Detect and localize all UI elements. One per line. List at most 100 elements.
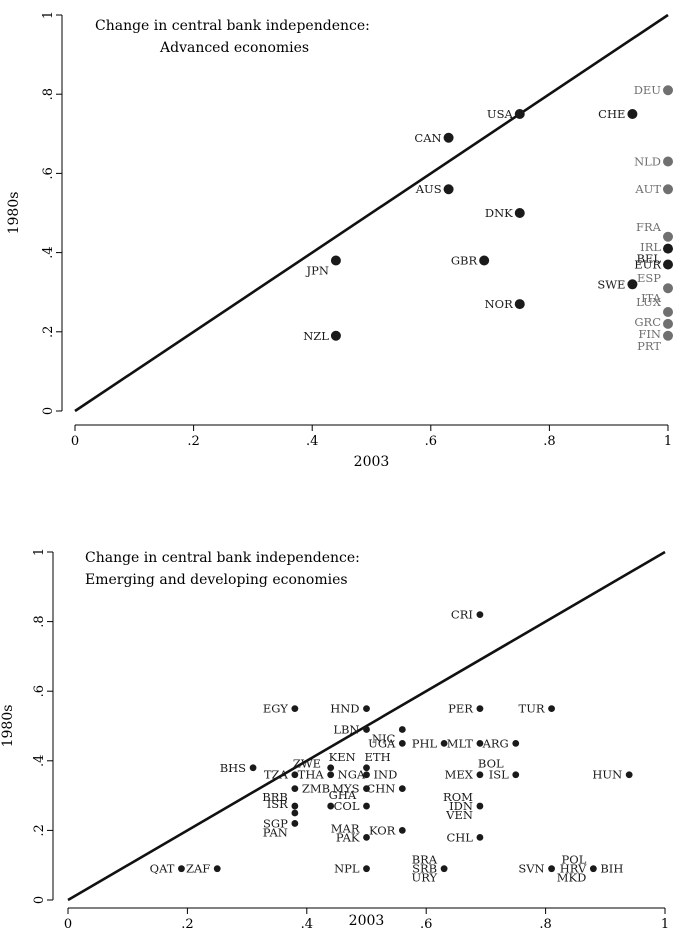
y-axis-title: 1980s	[0, 705, 16, 748]
point-label-zmb: ZMB	[302, 782, 330, 796]
data-point	[327, 802, 335, 810]
x-tick-label: .4	[306, 434, 318, 449]
x-tick-label: .2	[181, 917, 193, 929]
point-label-sgp: SGP	[263, 816, 288, 830]
data-point	[663, 243, 673, 254]
point-label-tur: TUR	[519, 702, 545, 716]
data-point	[625, 771, 633, 779]
emerging-economies-panel: 0 .2 .4 .6 .8 1 0 .2 .4 .6 .8 1 2003 1980s Change in c…	[0, 548, 669, 929]
point-label-aut: AUT	[634, 182, 661, 196]
data-point	[476, 802, 484, 810]
y-tick-label: 1	[41, 11, 56, 19]
y-tick-label: .4	[41, 246, 56, 258]
y-tick-label: .8	[41, 88, 56, 100]
data-point	[589, 865, 597, 873]
point-label-idn: IDN	[449, 799, 473, 813]
data-point	[548, 865, 555, 873]
point-label-nic: NIC	[372, 731, 396, 745]
data-point	[291, 802, 299, 810]
point-label-tza: TZA	[264, 768, 289, 782]
panel-title-line1: Change in central bank independence:	[95, 18, 370, 34]
data-point	[512, 740, 520, 747]
point-label-chn: CHN	[366, 782, 395, 796]
point-label-qat: QAT	[150, 862, 175, 876]
x-tick-label: .2	[187, 434, 199, 449]
point-label-prt: PRT	[637, 339, 661, 353]
data-point	[443, 132, 454, 143]
point-label-gha: GHA	[329, 788, 357, 802]
point-label-lux: LUX	[636, 295, 662, 309]
panel-title-line2: Advanced economies	[159, 40, 309, 56]
y-tick-label: .6	[32, 685, 47, 697]
point-label-per: PER	[448, 702, 473, 716]
panel-title-line1: Change in central bank independence:	[85, 550, 360, 566]
point-label-zwe: ZWE	[293, 757, 321, 771]
point-label-bel: BEL	[637, 252, 662, 266]
data-point	[663, 156, 673, 167]
point-label-ind: IND	[374, 768, 398, 782]
data-point	[476, 611, 484, 619]
data-point	[512, 771, 520, 779]
y-axis-title: 1980s	[6, 192, 22, 235]
y-tick-label: 0	[32, 896, 47, 904]
data-point	[291, 809, 299, 817]
x-tick-label: .8	[543, 434, 555, 449]
data-point	[398, 726, 406, 733]
point-label-can: CAN	[414, 131, 441, 145]
point-label-uga: UGA	[368, 736, 396, 750]
point-label-isr: ISR	[267, 797, 288, 811]
data-point	[363, 865, 370, 873]
data-point	[476, 705, 484, 712]
point-label-svn: SVN	[518, 862, 544, 876]
reference-line-45deg	[74, 13, 669, 413]
x-tick-label: .6	[425, 434, 437, 449]
data-point	[291, 771, 299, 779]
data-point	[363, 771, 370, 779]
data-point	[440, 865, 448, 873]
y-tick-label: .6	[41, 167, 56, 179]
x-axis-title: 2003	[354, 454, 390, 470]
point-label-pol: POL	[562, 853, 587, 867]
x-tick-label: 1	[661, 917, 669, 929]
data-point	[440, 740, 448, 747]
x-tick-label: .4	[301, 917, 313, 929]
point-label-srb: SRB	[412, 862, 437, 876]
data-point	[291, 705, 299, 712]
point-label-isl: ISL	[489, 768, 509, 782]
data-point	[663, 283, 673, 294]
data-point	[178, 865, 185, 873]
point-label-fra: FRA	[636, 220, 662, 234]
data-point	[330, 330, 341, 341]
data-point	[663, 231, 673, 242]
point-label-eth: ETH	[365, 750, 391, 764]
y-tick-label: .8	[32, 615, 47, 627]
x-tick-label: 1	[664, 434, 672, 449]
point-label-grc: GRC	[634, 315, 661, 329]
data-point	[398, 740, 406, 747]
point-label-brb: BRB	[262, 790, 288, 804]
data-point	[327, 771, 335, 779]
data-point	[443, 184, 454, 195]
data-point	[363, 802, 370, 810]
x-tick-label: .8	[539, 917, 551, 929]
point-label-aus: AUS	[415, 182, 442, 196]
data-point	[627, 279, 638, 290]
data-point	[291, 820, 299, 827]
point-label-mar: MAR	[331, 821, 360, 835]
data-point	[663, 307, 673, 317]
point-label-rom: ROM	[443, 790, 473, 804]
data-point	[479, 255, 490, 266]
point-label-pan: PAN	[263, 825, 288, 839]
point-label-bhs: BHS	[220, 761, 246, 775]
data-point	[476, 740, 484, 747]
advanced-economies-panel: 0 .2 .4 .6 .8 1 0 .2 .4 .6 .8 1 2003 1980s Change in c…	[6, 11, 673, 470]
data-point	[249, 764, 257, 772]
reference-line-45deg	[67, 550, 666, 902]
data-point	[663, 85, 673, 96]
y-tick-label: .4	[32, 755, 47, 767]
point-label-chl: CHL	[446, 830, 473, 844]
y-tick-label: .2	[32, 824, 47, 836]
point-label-phl: PHL	[412, 736, 438, 750]
point-label-col: COL	[334, 799, 360, 813]
